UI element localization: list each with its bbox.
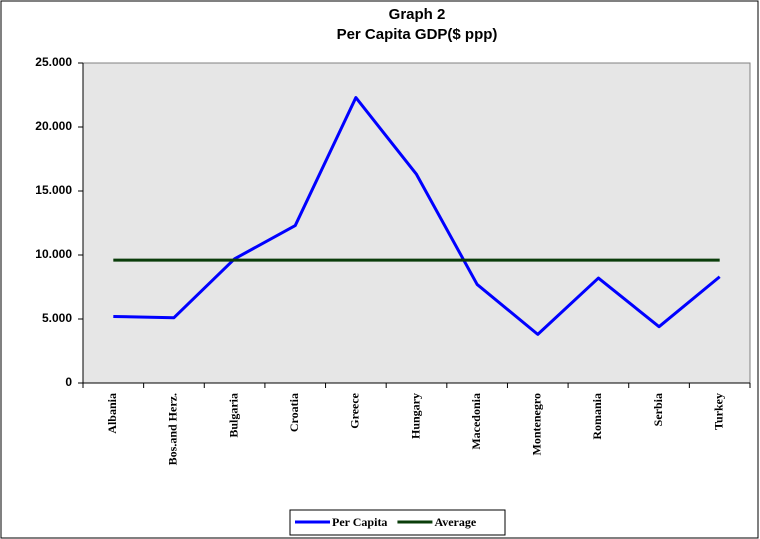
y-tick-label: 10.000 xyxy=(35,247,72,261)
chart-subtitle: Per Capita GDP($ ppp) xyxy=(337,26,498,43)
y-tick-label: 5.000 xyxy=(42,311,72,325)
y-tick-label: 0 xyxy=(65,375,72,389)
plot-area xyxy=(82,62,751,384)
x-tick-label: Serbia xyxy=(651,393,665,426)
chart-title: Graph 2 xyxy=(389,6,446,23)
line-series xyxy=(113,96,721,336)
legend-label: Per Capita xyxy=(332,515,387,529)
x-tick-label: Hungary xyxy=(408,393,422,439)
y-tick-label: 15.000 xyxy=(35,183,72,197)
legend-label: Average xyxy=(434,515,476,529)
x-tick-label: Macedonia xyxy=(469,393,483,450)
y-tick-label: 25.000 xyxy=(35,55,72,69)
x-tick-label: Albania xyxy=(105,393,119,434)
x-tick-label: Greece xyxy=(348,392,362,428)
x-tick-label: Montenegro xyxy=(530,393,544,455)
x-tick-label: Romania xyxy=(590,393,604,440)
x-tick-label: Bos.and Herz. xyxy=(166,393,180,465)
x-tick-label: Turkey xyxy=(711,393,725,430)
x-tick-label: Croatia xyxy=(287,393,301,432)
x-tick-label: Bulgaria xyxy=(226,393,240,438)
y-tick-label: 20.000 xyxy=(35,119,72,133)
